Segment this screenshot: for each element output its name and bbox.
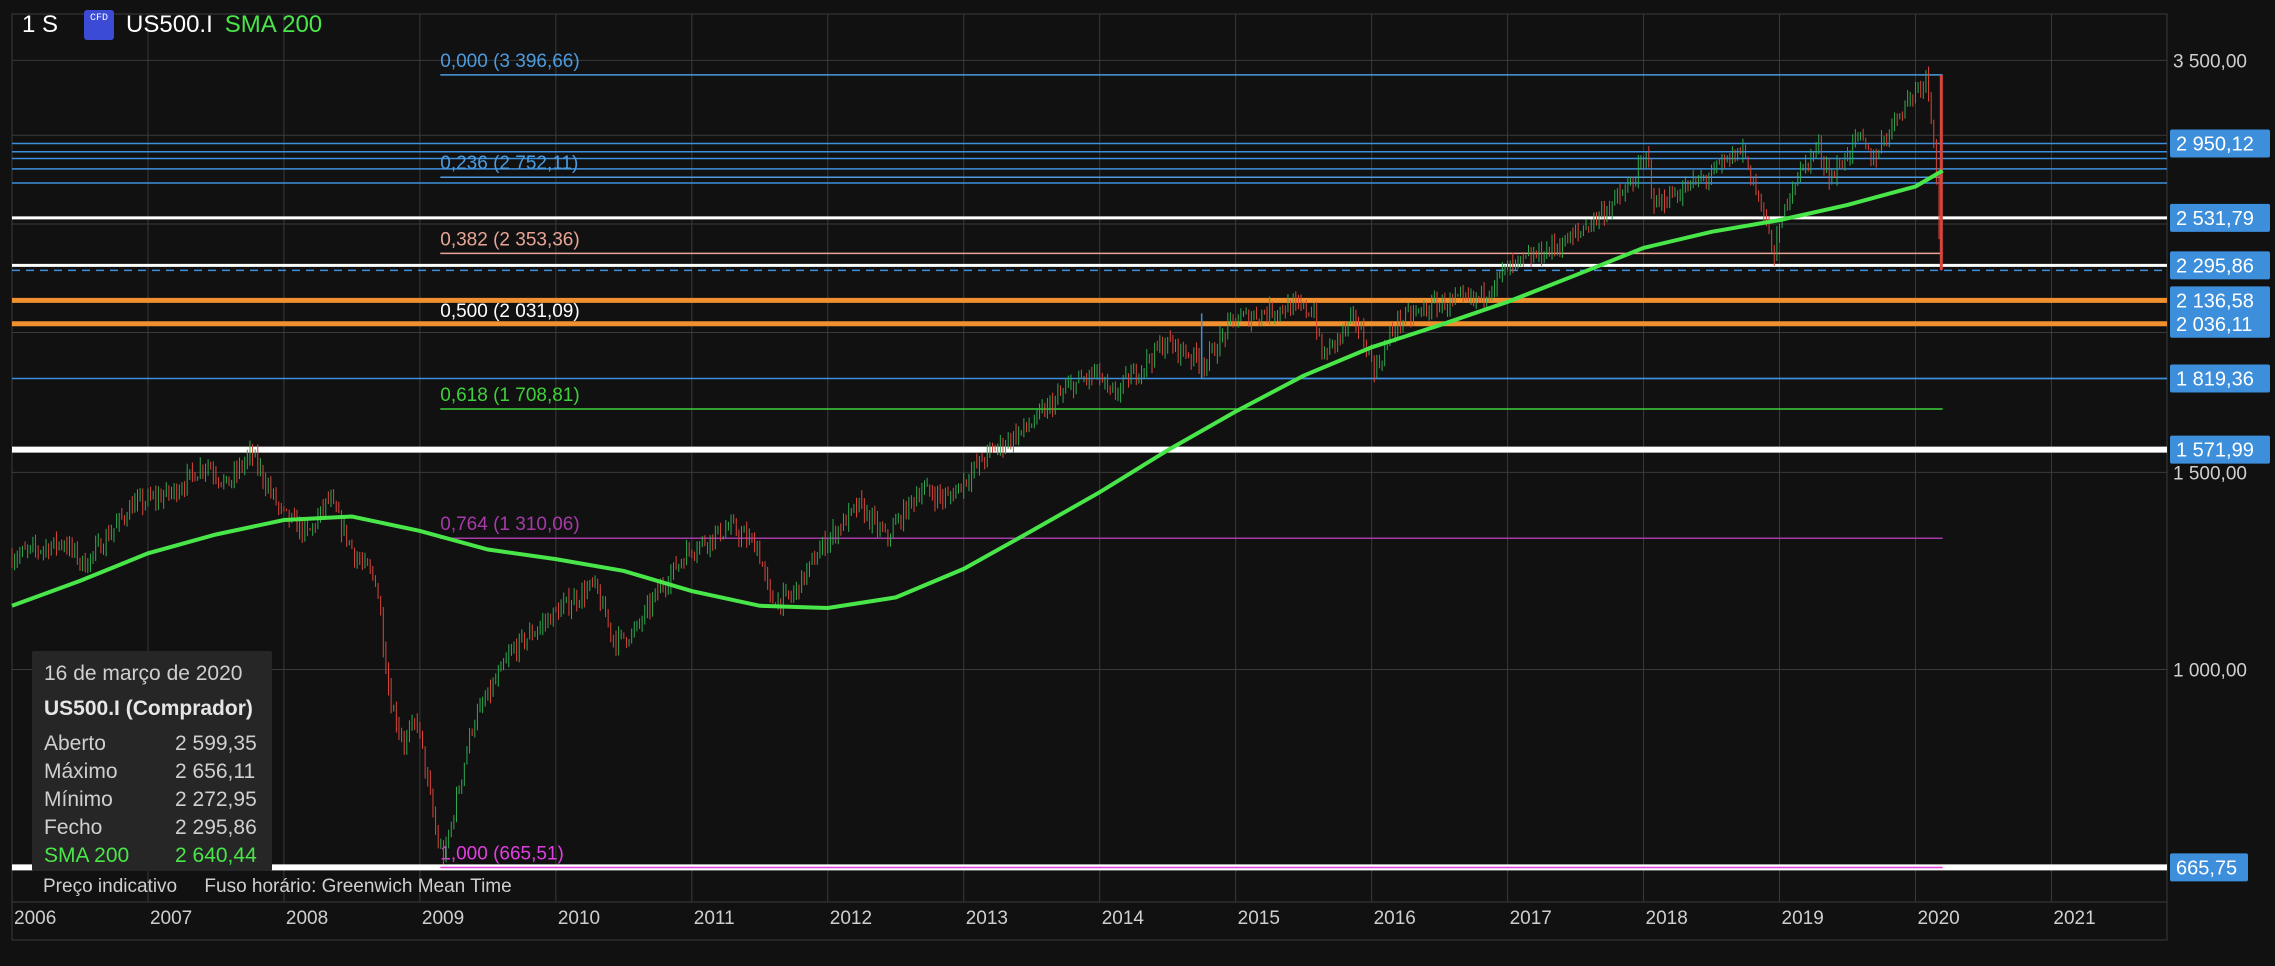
price-label-text: 665,75 [2176,857,2237,879]
horizontal-lines [12,142,2167,871]
x-tick-label: 2009 [422,908,464,929]
price-label-text: 2 950,12 [2176,133,2254,155]
plot-frame [11,13,2168,941]
price-label-box [2170,435,2270,464]
y-tick-label: 3 500,00 [2173,51,2247,72]
x-tick-label: 2019 [1782,908,1824,929]
row-value: 2 640,44 [175,844,257,867]
x-tick-label: 2014 [1102,908,1145,929]
fib-level-label: 0,236 (2 752,11) [440,153,578,174]
price-labels: 2 950,12 2 531,79 2 295,86 2 136,582 036,11… [2170,129,2270,882]
indicative-price-note: Preço indicativo [43,876,178,897]
price-label-text: 2 036,11 [2176,314,2252,336]
price-label-text: 1 571,99 [2176,440,2254,462]
candlestick-series [11,66,1943,865]
chart-header: 1 S CFD US500.I SMA 200 [22,10,322,40]
y-tick-label: 1 500,00 [2173,463,2247,484]
price-label-box [2170,853,2248,882]
chart-footnote: Preço indicativo Fuso horário: Greenwich… [43,876,512,898]
fib-level-label: 0,382 (2 353,36) [440,229,579,250]
x-tick-label: 2015 [1238,908,1280,929]
row-key: Aberto [44,732,106,755]
x-tick-label: 2016 [1374,908,1416,929]
price-label-box [2170,203,2270,232]
row-key: Mínimo [44,788,113,811]
fibonacci-retracement[interactable]: 0,000 (3 396,66) 0,236 (2 752,11) 0,382 (2… [440,51,1943,869]
row-key: Fecho [44,816,103,839]
x-tick-label: 2013 [966,908,1008,929]
tooltip-date: 16 de março de 2020 [44,662,243,685]
row-key: Máximo [44,760,118,783]
x-tick-label: 2006 [14,908,56,929]
x-tick-label: 2020 [1917,908,1959,929]
price-label-box [2170,286,2270,315]
x-tick-label: 2018 [1646,908,1688,929]
row-value: 2 656,11 [175,760,256,783]
x-tick-label: 2012 [830,908,872,929]
symbol-label[interactable]: US500.I [126,11,213,38]
cfd-icon: CFD [84,10,115,40]
price-label-text: 2 531,79 [2176,208,2254,230]
price-label-text: 1 819,36 [2176,369,2254,391]
fib-level-label: 0,764 (1 310,06) [440,514,579,535]
timezone-note: Fuso horário: Greenwich Mean Time [204,876,512,897]
row-key: SMA 200 [44,844,130,867]
chart-grid [11,13,2168,941]
price-label-text: 2 136,58 [2176,290,2254,312]
sma-200-line [11,168,1944,611]
chart-axes: 2006 2007 2008 2009 2010 2011 2012 2013 2014 2015… [14,51,2247,929]
row-value: 2 599,35 [175,732,257,755]
x-tick-label: 2007 [150,908,192,929]
x-tick-label: 2021 [2053,908,2095,929]
ohlc-tooltip: 16 de março de 2020 US500.I (Comprador) … [32,651,272,871]
support-bracket-line [1200,313,2167,380]
row-value: 2 295,86 [175,816,257,839]
fib-level-label: 0,000 (3 396,66) [440,51,579,72]
indicator-label[interactable]: SMA 200 [224,11,323,38]
y-tick-label: 1 000,00 [2173,661,2247,682]
row-value: 2 272,95 [175,788,257,811]
sma-200-line-path [11,168,1944,611]
price-label-box [2170,251,2270,280]
x-tick-label: 2010 [558,908,600,929]
tooltip-instrument: US500.I (Comprador) [44,697,253,720]
x-tick-label: 2017 [1510,908,1552,929]
fib-level-label: 1,000 (665,51) [440,844,564,865]
price-label-box [2170,364,2270,393]
price-label-box [2170,309,2270,338]
fib-level-label: 0,500 (2 031,09) [440,301,579,322]
price-label-text: 2 295,86 [2176,255,2254,277]
price-label-box [2170,129,2270,158]
fib-level-label: 0,618 (1 708,81) [440,385,579,406]
x-tick-label: 2008 [286,908,328,929]
x-tick-label: 2011 [694,908,735,929]
timeframe-selector[interactable]: 1 S [22,11,59,38]
